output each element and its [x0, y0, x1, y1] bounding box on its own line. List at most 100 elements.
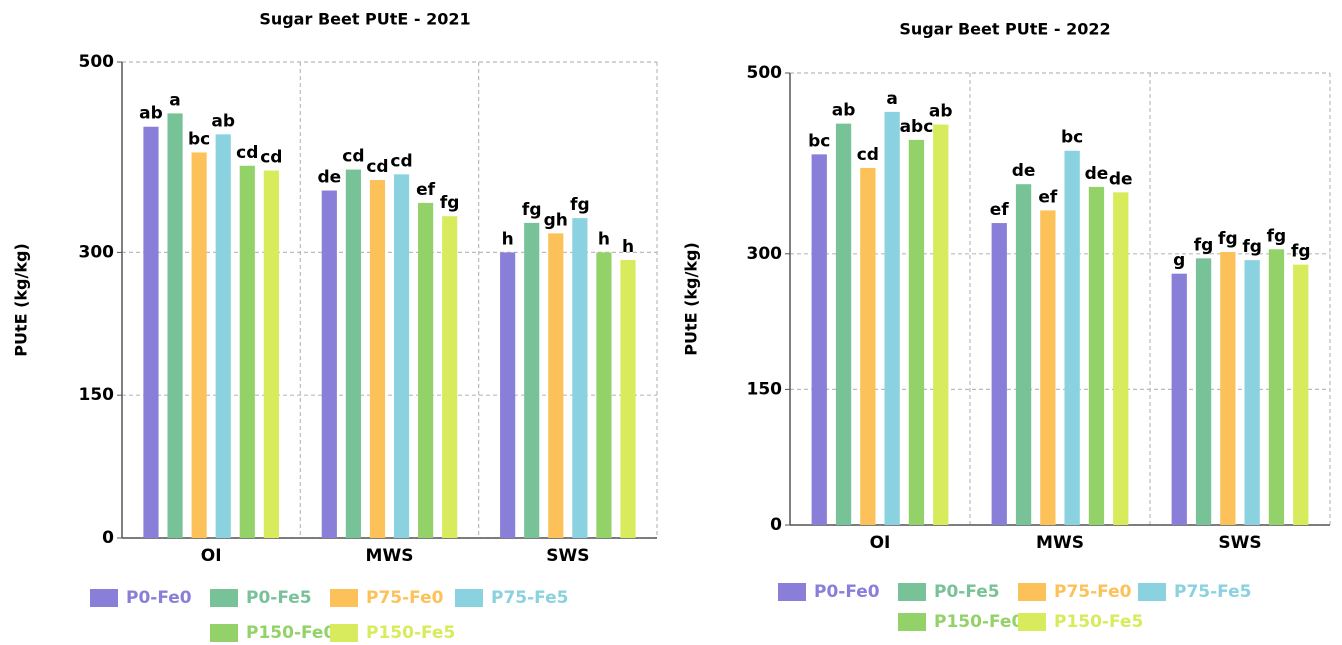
legend-label: P150-Fe5 — [366, 623, 455, 643]
significance-letter: de — [1109, 169, 1133, 189]
significance-letter: cd — [366, 157, 388, 177]
bar — [167, 113, 183, 539]
significance-letter: de — [1085, 164, 1109, 184]
significance-letter: fg — [440, 193, 460, 213]
y-tick-label: 500 — [79, 52, 115, 72]
significance-letter: de — [317, 168, 341, 188]
bar — [933, 124, 949, 525]
legend-label: P0-Fe0 — [126, 588, 192, 608]
legend-label: P0-Fe5 — [934, 582, 1000, 602]
significance-letter: a — [886, 89, 897, 109]
significance-letter: bc — [188, 129, 210, 149]
significance-letter: a — [169, 90, 180, 110]
bar — [500, 252, 516, 538]
significance-letter: cd — [236, 143, 258, 163]
bar — [1293, 264, 1309, 525]
legend-label: P75-Fe5 — [1174, 582, 1251, 602]
y-tick-label: 0 — [102, 528, 114, 548]
legend-label: P150-Fe0 — [246, 623, 335, 643]
bar — [215, 134, 231, 539]
bar — [596, 252, 612, 538]
significance-letter: bc — [808, 131, 830, 151]
legend-swatch — [1018, 583, 1046, 601]
y-axis-label: PUtE (kg/kg) — [12, 243, 31, 357]
legend-label: P75-Fe0 — [366, 588, 444, 608]
bar — [345, 169, 361, 539]
significance-letter: ef — [990, 200, 1010, 220]
significance-letter: fg — [570, 195, 590, 215]
x-tick-label: OI — [870, 533, 891, 553]
bar — [811, 154, 827, 526]
bar — [884, 111, 900, 525]
y-tick-label: 300 — [747, 244, 783, 264]
legend-swatch — [210, 589, 238, 607]
bar — [548, 233, 564, 539]
legend-label: P150-Fe0 — [934, 612, 1023, 632]
legend-swatch — [90, 589, 118, 607]
y-tick-label: 150 — [79, 385, 115, 405]
legend-swatch — [1018, 613, 1046, 631]
significance-letter: fg — [1267, 226, 1287, 246]
y-tick-label: 500 — [747, 63, 783, 83]
legend-label: P75-Fe0 — [1054, 582, 1132, 602]
chart-title: Sugar Beet PUtE - 2021 — [259, 10, 470, 29]
significance-letter: bc — [1061, 128, 1083, 148]
legend-swatch — [898, 613, 926, 631]
legend-label: P75-Fe5 — [491, 588, 568, 608]
legend-swatch — [330, 589, 358, 607]
bar — [143, 126, 159, 539]
y-tick-label: 300 — [79, 242, 115, 262]
significance-letter: ab — [211, 111, 235, 131]
significance-letter: h — [598, 229, 610, 249]
bar — [1064, 150, 1080, 525]
bar — [835, 123, 852, 526]
significance-letter: cd — [342, 147, 364, 167]
bar — [524, 222, 540, 538]
significance-letter: ab — [929, 102, 953, 122]
significance-letter: g — [1173, 251, 1185, 271]
bar — [1268, 249, 1285, 525]
bar — [1195, 258, 1212, 525]
legend-swatch — [1138, 583, 1166, 601]
significance-letter: fg — [1291, 242, 1311, 262]
significance-letter: h — [622, 237, 634, 257]
legend-label: P0-Fe0 — [814, 582, 880, 602]
bar — [1171, 273, 1187, 525]
chart-title: Sugar Beet PUtE - 2022 — [899, 20, 1110, 39]
bar — [263, 170, 279, 538]
bar — [239, 165, 255, 538]
legend-label: P150-Fe5 — [1054, 612, 1143, 632]
bar — [442, 216, 458, 538]
bar — [572, 218, 588, 539]
bar — [991, 223, 1007, 525]
bar — [369, 180, 386, 538]
significance-letter: gh — [544, 210, 568, 230]
bar — [1015, 184, 1032, 525]
significance-letter: abc — [900, 117, 934, 137]
legend-swatch — [455, 589, 483, 607]
bar — [1220, 251, 1236, 525]
bar — [393, 174, 410, 538]
significance-letter: ef — [416, 180, 436, 200]
bar — [1244, 260, 1260, 525]
significance-letter: ef — [1038, 187, 1058, 207]
significance-letter: fg — [1242, 237, 1262, 257]
x-tick-label: OI — [201, 546, 222, 566]
legend-swatch — [210, 624, 238, 642]
legend-swatch — [778, 583, 806, 601]
legend-swatch — [330, 624, 358, 642]
bar — [1113, 192, 1129, 525]
significance-letter: cd — [390, 151, 412, 171]
significance-letter: fg — [1194, 235, 1214, 255]
significance-letter: ab — [139, 104, 163, 124]
significance-letter: de — [1012, 161, 1036, 181]
x-tick-label: MWS — [1036, 533, 1084, 553]
significance-letter: fg — [1218, 229, 1238, 249]
significance-letter: cd — [260, 148, 282, 168]
x-tick-label: SWS — [546, 546, 589, 566]
y-tick-label: 150 — [747, 379, 783, 399]
bar — [860, 167, 876, 526]
significance-letter: ab — [832, 101, 856, 121]
x-tick-label: SWS — [1218, 533, 1261, 553]
